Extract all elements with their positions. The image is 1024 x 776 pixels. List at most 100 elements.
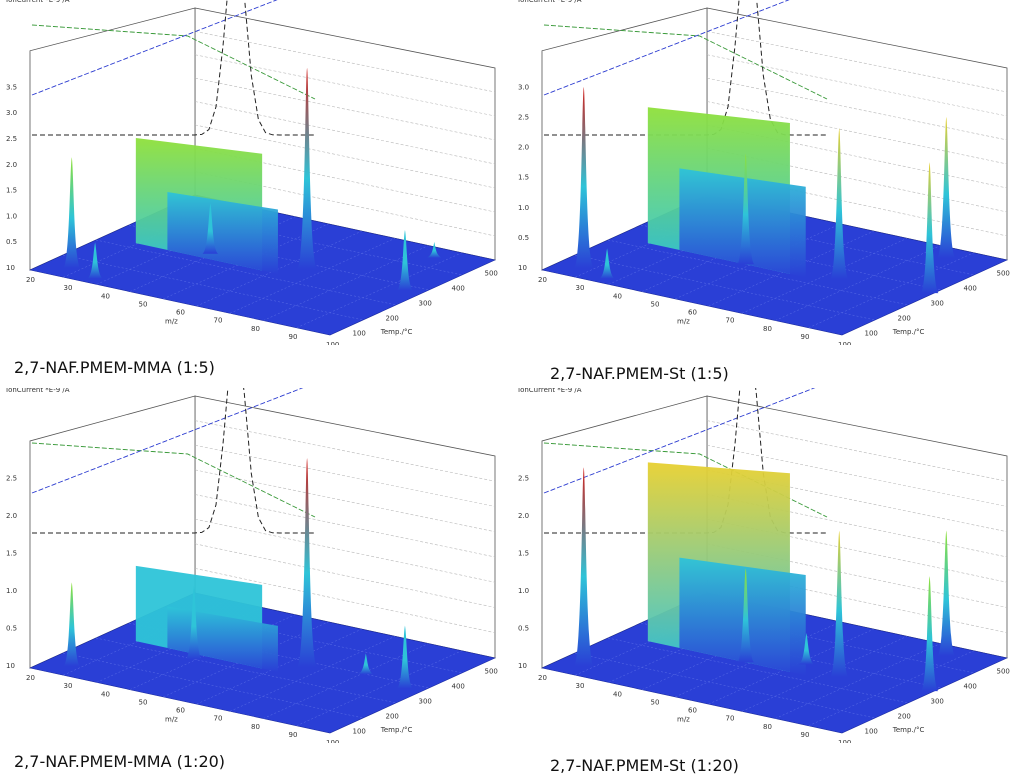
- temp-tick-label: 500: [485, 270, 498, 278]
- y-tick-label: 2.5: [518, 474, 529, 482]
- mz-tick-label: 20: [538, 276, 547, 284]
- chart-panel-pmem-st-1-5: IonCurrent *E-9 /A 3.0 2.5 2.0 1.5 1.0 0.5 10 20…: [512, 0, 1024, 388]
- temp-tick-label: 500: [997, 668, 1010, 676]
- mz-tick-label: 20: [26, 276, 35, 284]
- mass-peak: [920, 576, 939, 692]
- mass-peak: [830, 530, 849, 678]
- mass-peak: [937, 530, 956, 656]
- mz-tick-label: 100: [326, 739, 339, 743]
- dtg-curve: [543, 388, 816, 494]
- floor-grid-line: [128, 224, 430, 291]
- chart-3d-surface: IonCurrent *E-9 /A 3.5 3.0 2.5 2.0 1.5 1.0 0.5 1…: [6, 0, 498, 345]
- y-tick-label: 2.5: [6, 135, 17, 143]
- z-axis-label: Temp./°C: [892, 726, 925, 734]
- mass-peak: [63, 582, 80, 666]
- y-tick-label: 2.0: [6, 161, 17, 169]
- tg-curve: [31, 24, 316, 100]
- floor-grid-line: [574, 254, 876, 321]
- grid-line: [194, 124, 496, 189]
- temp-tick-label: 300: [419, 300, 432, 308]
- floor-grid-line: [607, 239, 909, 306]
- y-tick-label: 3.0: [518, 83, 529, 91]
- y-tick-label: 1.0: [6, 587, 17, 595]
- mz-tick-label: 70: [214, 317, 223, 325]
- y-tick-label: 2.0: [6, 512, 17, 520]
- tg-curve: [543, 24, 828, 100]
- mz-tick-label: 20: [26, 674, 35, 682]
- grid-line: [194, 77, 496, 141]
- y-axis-label: IonCurrent *E-9 /A: [6, 0, 70, 4]
- mz-tick-label: 90: [289, 333, 298, 341]
- floor-grid-line: [128, 622, 430, 689]
- temp-tick-label: 500: [997, 270, 1010, 278]
- mz-tick-label: 60: [176, 309, 185, 317]
- grid-line: [706, 101, 1008, 165]
- mass-peak: [87, 242, 103, 279]
- grid-line: [706, 444, 1008, 507]
- y-tick-label: 0.5: [518, 234, 529, 242]
- floor-grid-line: [62, 652, 364, 719]
- mass-peak: [63, 157, 81, 268]
- grid-line: [194, 494, 496, 558]
- temp-tick-label: 300: [931, 300, 944, 308]
- mz-tick-label: 50: [139, 698, 148, 706]
- temp-tick-label: 200: [386, 713, 399, 721]
- chart-caption: 2,7-NAF.PMEM-St (1:5): [550, 364, 729, 383]
- y-axis-label: IonCurrent *E-9 /A: [6, 388, 70, 394]
- grid-line: [194, 568, 496, 634]
- y-tick-label: 2.0: [518, 512, 529, 520]
- mass-peak: [297, 458, 318, 668]
- mz-tick-label: 50: [651, 698, 660, 706]
- temp-tick-label: 400: [452, 683, 465, 691]
- y-axis-label: IonCurrent *E-9 /A: [518, 0, 582, 4]
- mass-peak: [397, 229, 413, 291]
- y-tick-label: 1.5: [6, 549, 17, 557]
- mass-peak: [920, 162, 939, 294]
- mass-peak: [427, 241, 442, 258]
- y-tick-label: 0.5: [518, 624, 529, 632]
- chart-panel-pmem-mma-1-20: IonCurrent *E-9 /A 2.5 2.0 1.5 1.0 0.5 10 20 30 4…: [0, 388, 512, 776]
- chart-3d-surface: IonCurrent *E-9 /A 2.5 2.0 1.5 1.0 0.5 10 20 30 4…: [518, 388, 1010, 743]
- mz-tick-label: 70: [726, 715, 735, 723]
- grid-line: [706, 77, 1008, 141]
- temp-tick-label: 500: [485, 668, 498, 676]
- grid-line: [194, 543, 496, 608]
- mass-peak: [202, 203, 219, 254]
- dtg-curve: [543, 0, 790, 96]
- mz-tick-label: 70: [726, 317, 735, 325]
- mass-peak: [937, 117, 956, 258]
- x-axis-label: m/z: [677, 317, 690, 325]
- temp-tick-label: 400: [452, 285, 465, 293]
- mz-tick-label: 30: [64, 284, 73, 292]
- mass-peak: [737, 153, 755, 265]
- y-tick-label: 3.0: [6, 109, 17, 117]
- grid-line: [194, 54, 496, 117]
- y-tick-label: 0.5: [6, 624, 17, 632]
- mz-tick-label: 40: [613, 292, 622, 300]
- y-tick-label: 1.5: [518, 174, 529, 182]
- chart-3d-surface: IonCurrent *E-9 /A 2.5 2.0 1.5 1.0 0.5 10 20 30 4…: [6, 388, 498, 743]
- mass-peak: [397, 625, 413, 689]
- temp-tick-label: 200: [386, 315, 399, 323]
- temp-tick-label: 100: [865, 728, 878, 736]
- mz-tick-label: 20: [538, 674, 547, 682]
- mz-tick-label: 80: [763, 723, 772, 731]
- x-axis-label: m/z: [165, 715, 178, 723]
- mz-tick-label: 50: [651, 300, 660, 308]
- y-tick-label: 10: [6, 662, 15, 670]
- mass-peak: [185, 586, 202, 660]
- mz-tick-label: 50: [139, 300, 148, 308]
- mz-tick-label: 90: [801, 731, 810, 739]
- temp-tick-label: 100: [865, 330, 878, 338]
- y-tick-label: 3.5: [6, 83, 17, 91]
- temp-tick-label: 400: [964, 285, 977, 293]
- grid-line: [194, 31, 496, 93]
- mz-tick-label: 90: [289, 731, 298, 739]
- mz-tick-label: 100: [326, 341, 339, 345]
- grid-line: [194, 444, 496, 507]
- z-axis-label: Temp./°C: [380, 328, 413, 336]
- y-tick-label: 2.5: [518, 114, 529, 122]
- mz-tick-label: 100: [838, 341, 851, 345]
- mz-tick-label: 80: [251, 723, 260, 731]
- floor-grid-line: [95, 637, 397, 704]
